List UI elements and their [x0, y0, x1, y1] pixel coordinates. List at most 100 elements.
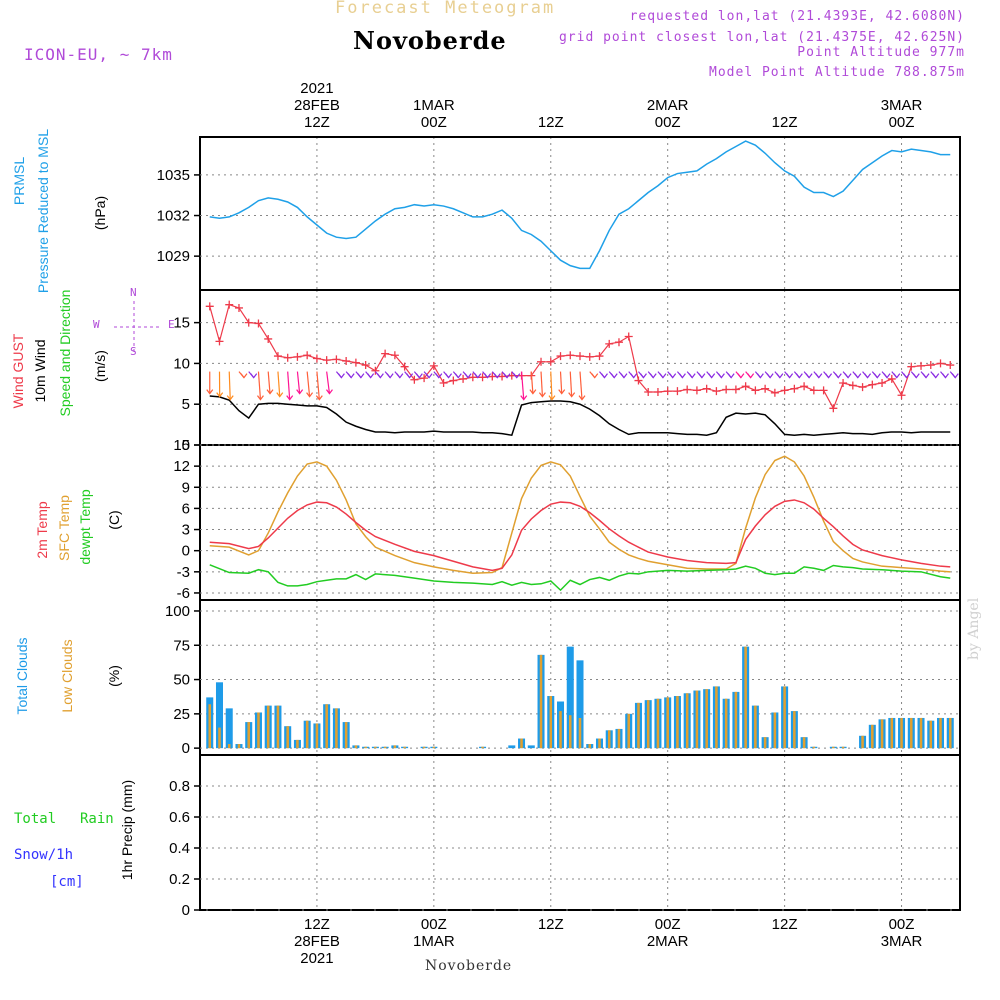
gust-marker	[498, 372, 507, 381]
total-cloud-bar	[527, 745, 535, 749]
gust-marker	[293, 352, 302, 361]
gust-marker	[429, 361, 438, 370]
wind-arrow-head	[367, 373, 375, 379]
gust-label: Wind GUST	[10, 333, 26, 409]
low-cloud-bar	[364, 746, 367, 749]
wind-arrow-head	[538, 392, 546, 398]
y-tick-label: 100	[165, 603, 190, 620]
pressure-label-2: Pressure Reduced to MSL	[35, 128, 51, 294]
gust-marker	[926, 361, 935, 370]
low-cloud-bar	[676, 696, 679, 749]
dewpt-label: dewpt Temp	[77, 489, 93, 565]
temp2m-line	[209, 499, 951, 572]
gust-marker	[644, 387, 653, 396]
y-tick-label: 0.2	[169, 871, 190, 888]
temp-unit: (C)	[106, 510, 122, 530]
gust-marker	[731, 385, 740, 394]
wind-arrow-head	[932, 373, 940, 379]
gust-marker	[790, 384, 799, 393]
gust-marker	[829, 404, 838, 413]
wind-arrow-head	[474, 373, 482, 379]
gust-marker	[839, 379, 848, 387]
wind-arrow-head	[639, 373, 647, 379]
wind-arrow	[520, 371, 525, 400]
low-cloud-bar	[939, 717, 942, 749]
wind-arrow-head	[630, 373, 638, 379]
low-cloud-bar	[208, 704, 212, 749]
wind-arrow-head	[922, 373, 930, 379]
bottom-tick-label: 12Z	[538, 916, 564, 933]
low-cloud-bar	[793, 711, 796, 749]
y-tick-label: 25	[173, 706, 190, 723]
low-cloud-bar	[607, 730, 611, 749]
panel-frame-2	[199, 289, 961, 446]
bottom-tick-label: 28FEB	[294, 933, 340, 950]
wind-arrow-head	[296, 389, 304, 395]
gust-marker	[322, 356, 331, 365]
rose-s: S	[130, 345, 137, 358]
wind-arrow-head	[529, 389, 537, 395]
low-cloud-bar	[325, 704, 328, 749]
gust-marker	[868, 380, 877, 389]
low-cloud-bar	[880, 719, 884, 749]
wind-arrow-head	[834, 373, 842, 379]
low-cloud-bar	[335, 708, 338, 749]
rose-n: N	[130, 286, 137, 299]
gust-marker	[634, 376, 643, 385]
low-cloud-bar	[559, 711, 562, 749]
y-tick-label: 5	[182, 396, 190, 413]
gust-marker	[605, 339, 614, 348]
wind-arrow-head	[513, 373, 521, 379]
gust-marker	[449, 376, 458, 385]
y-tick-label: 0.6	[169, 809, 190, 826]
low-cloud-bar	[354, 745, 358, 749]
wind-arrow-head	[727, 373, 735, 379]
wind-arrow-head	[425, 373, 433, 379]
y-tick-label: 1035	[157, 167, 190, 184]
wind-arrow	[306, 371, 311, 397]
wind-arrow-head	[893, 373, 901, 379]
wind-arrow-head	[912, 373, 920, 379]
model-name: ICON-EU, ~ 7km	[24, 45, 173, 64]
low-cloud-bar	[257, 712, 260, 749]
wind-arrow-head	[503, 373, 511, 379]
wind-arrow-head	[601, 373, 608, 379]
gust-marker	[848, 381, 857, 390]
low-cloud-bar	[344, 722, 348, 749]
gust-marker	[751, 386, 760, 395]
gust-marker	[459, 374, 468, 383]
wind-arrow-head	[250, 373, 258, 379]
total-cloud-bar	[225, 708, 233, 749]
low-cloud-bar	[637, 702, 640, 749]
gust-marker	[566, 351, 575, 360]
snow-label: Snow/1h	[14, 847, 74, 863]
low-cloud-bar	[286, 726, 289, 749]
bottom-tick-label: 12Z	[772, 916, 798, 933]
total-cloud-bar	[566, 646, 574, 749]
low-cloud-bar	[539, 654, 543, 749]
bottom-tick-label: 3MAR	[881, 933, 923, 950]
gust-marker	[907, 362, 916, 371]
wind-arrow-head	[306, 392, 314, 398]
top-tick-label: 00Z	[421, 114, 447, 131]
y-tick-label: 0	[182, 740, 190, 757]
low-cloud-bar	[724, 698, 728, 749]
low-cloud-bar	[919, 717, 923, 749]
low-cloud-bar	[383, 746, 387, 749]
low-cloud-bar	[773, 712, 777, 749]
rose-e: E	[168, 318, 175, 331]
gust-marker	[342, 356, 351, 365]
wind-arrow-head	[659, 373, 667, 379]
top-tick-label: 1MAR	[413, 97, 455, 114]
low-cloud-bar	[715, 686, 718, 749]
gust-marker	[946, 361, 955, 370]
bottom-tick-label: 00Z	[889, 916, 915, 933]
wind-arrow-head	[396, 373, 404, 379]
total-cloud-bar	[215, 682, 223, 749]
low-cloud-bar	[861, 735, 864, 749]
low-cloud-bar	[910, 717, 913, 749]
gust-marker	[478, 373, 487, 382]
gust-marker	[205, 302, 214, 311]
wind-arrow	[569, 371, 573, 397]
wind-arrow-head	[708, 373, 716, 379]
